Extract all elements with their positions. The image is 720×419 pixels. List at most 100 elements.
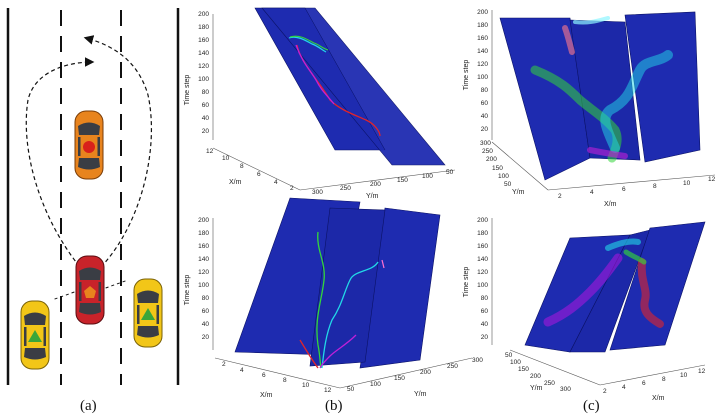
t-tick-80: 80 (202, 89, 210, 96)
trajectory-green-band (623, 249, 647, 265)
caption-b: (b) (325, 398, 343, 414)
y-tick: 300 (312, 189, 323, 196)
t-tick-200: 200 (198, 11, 209, 18)
t-tick-40: 40 (202, 115, 210, 122)
y-tick: 200 (420, 369, 431, 376)
t-tick-60: 60 (202, 308, 210, 315)
y-tick: 50 (504, 181, 512, 188)
x-axis-label: X/m (260, 392, 273, 399)
plane-middle (569, 229, 651, 353)
t-tick-140: 140 (477, 256, 488, 263)
y-axis (491, 141, 549, 191)
left-side-car (20, 300, 50, 370)
x-tick: 8 (240, 163, 244, 170)
trajectory-cyan (321, 261, 379, 369)
t-tick-20: 20 (202, 334, 210, 341)
plane-right (624, 11, 701, 163)
y-tick: 250 (340, 185, 351, 192)
y-tick: 250 (447, 363, 458, 370)
y-tick: 200 (530, 373, 541, 380)
y-axis (299, 169, 456, 191)
t-tick-100: 100 (198, 76, 209, 83)
t-tick-60: 60 (481, 308, 489, 315)
time-axis-label: Time step (184, 275, 191, 306)
x-tick: 6 (622, 186, 626, 193)
trajectory-green (289, 35, 329, 51)
t-tick-80: 80 (202, 295, 210, 302)
x-tick: 2 (290, 185, 294, 192)
x-axis (214, 357, 341, 389)
y-axis (509, 349, 601, 386)
t-tick-180: 180 (477, 22, 488, 29)
trajectory-right-overtake (83, 35, 153, 273)
t-tick-160: 160 (198, 37, 209, 44)
left-car-triangle-icon (28, 330, 42, 342)
t-tick-120: 120 (198, 63, 209, 70)
trajectory-cyan-band (605, 238, 641, 251)
y-tick: 100 (510, 359, 521, 366)
t-tick-20: 20 (481, 334, 489, 341)
time-axis-label: Time step (463, 60, 470, 91)
road-scene (6, 8, 180, 385)
caption-c: (c) (583, 398, 600, 414)
t-tick-80: 80 (481, 295, 489, 302)
trajectory-cyan-top (573, 16, 610, 25)
t-tick-180: 180 (198, 230, 209, 237)
plot-c-bottom: 200 180 160 140 120 100 80 60 40 20 Time… (463, 217, 706, 402)
t-tick-100: 100 (477, 282, 488, 289)
y-tick: 200 (370, 181, 381, 188)
x-axis-label: X/m (229, 179, 242, 186)
y-axis-label: Y/m (530, 385, 543, 392)
plot-b-bottom: 200 180 160 140 120 100 80 60 40 20 Time… (184, 197, 483, 399)
x-axis (547, 174, 716, 191)
x-tick: 6 (257, 171, 261, 178)
t-tick-60: 60 (202, 102, 210, 109)
trajectory-magenta-band (543, 253, 623, 327)
caption-a: (a) (80, 398, 97, 414)
front-car (74, 110, 104, 180)
t-tick-200: 200 (477, 217, 488, 224)
x-tick: 12 (708, 176, 716, 183)
time-axis-label: Time step (184, 75, 191, 106)
x-tick: 8 (283, 377, 287, 384)
t-tick-200: 200 (198, 217, 209, 224)
trajectory-red (299, 339, 319, 369)
x-tick: 8 (653, 183, 657, 190)
y-tick: 300 (560, 386, 571, 393)
trajectory-red-band (637, 258, 664, 328)
y-tick: 300 (480, 140, 491, 147)
y-tick: 100 (498, 173, 509, 180)
t-tick-140: 140 (477, 48, 488, 55)
x-tick: 4 (622, 384, 626, 391)
plot-b-top: 200 180 160 140 120 100 80 60 40 20 Time… (184, 7, 456, 200)
y-tick: 150 (394, 375, 405, 382)
t-tick-60: 60 (481, 100, 489, 107)
x-tick: 2 (558, 193, 562, 200)
t-tick-140: 140 (198, 50, 209, 57)
x-tick: 6 (262, 372, 266, 379)
trajectory-magenta (295, 44, 335, 105)
x-tick: 12 (698, 368, 706, 375)
x-axis-label: X/m (604, 201, 617, 208)
trajectory-magenta-band (587, 147, 628, 159)
trajectory-right-lane (99, 279, 129, 291)
t-tick-160: 160 (477, 35, 488, 42)
trajectory-left-lane (51, 289, 81, 301)
x-tick: 10 (222, 155, 230, 162)
t-tick-120: 120 (198, 269, 209, 276)
y-tick: 150 (518, 366, 529, 373)
ego-car-pentagon-icon (84, 286, 96, 298)
y-tick: 150 (492, 165, 503, 172)
y-tick: 200 (486, 156, 497, 163)
t-tick-100: 100 (477, 74, 488, 81)
t-tick-40: 40 (202, 321, 210, 328)
trajectory-cyan (288, 36, 327, 53)
y-tick: 100 (422, 173, 433, 180)
trajectory-left-overtake (25, 57, 95, 273)
x-tick: 10 (302, 382, 310, 389)
x-axis-label: X/m (652, 395, 665, 402)
y-axis-label: Y/m (414, 391, 427, 398)
right-side-car (133, 278, 163, 348)
t-tick-180: 180 (198, 24, 209, 31)
